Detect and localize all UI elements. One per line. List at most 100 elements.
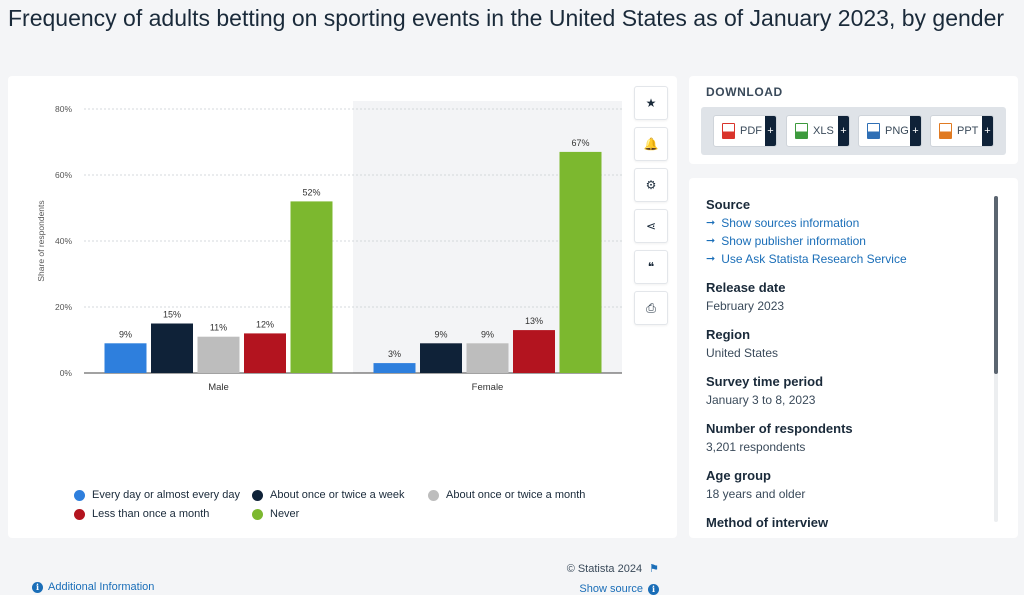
bell-button[interactable]: 🔔 bbox=[634, 127, 668, 161]
show-publisher-link[interactable]: ➞ Show publisher information bbox=[706, 232, 996, 250]
info-panel: Source ➞ Show sources information ➞ Show p… bbox=[689, 178, 1018, 538]
bar bbox=[559, 151, 602, 373]
download-format-label: XLS bbox=[813, 125, 834, 137]
plus-icon: + bbox=[910, 116, 921, 146]
link-label: Show sources information bbox=[721, 216, 860, 230]
statista-credit: © Statista 2024 ⚑ bbox=[567, 562, 659, 575]
data-label: 52% bbox=[302, 187, 320, 197]
region-value: United States bbox=[706, 346, 779, 360]
plus-icon: + bbox=[838, 116, 849, 146]
info-icon: i bbox=[648, 583, 659, 595]
show-source-label: Show source bbox=[579, 583, 643, 595]
additional-information-link[interactable]: i Additional Information bbox=[32, 581, 154, 593]
flag-icon[interactable]: ⚑ bbox=[649, 563, 659, 575]
info-icon: i bbox=[32, 581, 43, 593]
y-tick-label: 60% bbox=[55, 170, 72, 180]
respondents-label: Number of respondents bbox=[706, 421, 853, 436]
arrow-right-icon: ➞ bbox=[706, 253, 716, 265]
data-label: 13% bbox=[525, 316, 543, 326]
page-title: Frequency of adults betting on sporting … bbox=[8, 5, 1005, 31]
legend-item[interactable]: Never bbox=[252, 508, 299, 520]
credit-text: © Statista 2024 bbox=[566, 563, 643, 575]
ask-statista-link[interactable]: ➞ Use Ask Statista Research Service bbox=[706, 250, 996, 268]
print-button[interactable]: ⎙ bbox=[634, 291, 668, 325]
y-tick-label: 20% bbox=[55, 302, 72, 312]
chart-toolbar: ★ 🔔 ⚙ ⋖ ❝ ⎙ bbox=[634, 86, 668, 332]
legend-marker-icon bbox=[74, 489, 85, 501]
pdf-file-icon bbox=[722, 123, 735, 139]
show-source-link[interactable]: Show source i bbox=[579, 583, 659, 595]
legend-marker-icon bbox=[252, 508, 263, 520]
legend-label: Less than once a month bbox=[92, 508, 210, 520]
data-label: 9% bbox=[434, 329, 447, 339]
link-label: Show publisher information bbox=[721, 234, 866, 248]
respondents-value: 3,201 respondents bbox=[706, 440, 806, 454]
download-format-label: PNG bbox=[885, 125, 909, 137]
legend-label: Never bbox=[270, 508, 300, 520]
download-format-label: PDF bbox=[740, 125, 762, 137]
additional-information-label: Additional Information bbox=[48, 581, 155, 593]
data-label: 3% bbox=[388, 349, 401, 359]
png-file-icon bbox=[867, 123, 880, 139]
data-label: 15% bbox=[163, 310, 181, 320]
download-pdf-button[interactable]: PDF + bbox=[713, 115, 777, 147]
download-panel: DOWNLOAD PDF + XLS + PNG + PPT + bbox=[689, 76, 1018, 164]
xls-file-icon bbox=[795, 123, 808, 139]
plus-icon: + bbox=[982, 116, 993, 146]
bar bbox=[244, 333, 286, 373]
legend-label: About once or twice a month bbox=[446, 489, 586, 501]
download-png-button[interactable]: PNG + bbox=[858, 115, 922, 147]
source-label: Source bbox=[706, 197, 751, 212]
data-label: 11% bbox=[210, 323, 227, 333]
data-label: 9% bbox=[119, 329, 132, 339]
quote-icon: ❝ bbox=[647, 260, 655, 274]
x-tick-label: Male bbox=[208, 382, 229, 393]
data-label: 12% bbox=[256, 319, 274, 329]
show-sources-link[interactable]: ➞ Show sources information bbox=[706, 214, 996, 232]
share-icon: ⋖ bbox=[645, 219, 657, 233]
legend-marker-icon bbox=[252, 489, 263, 501]
gear-button[interactable]: ⚙ bbox=[634, 168, 668, 202]
bar bbox=[466, 343, 509, 373]
legend-item[interactable]: Less than once a month bbox=[74, 508, 209, 520]
legend-item[interactable]: About once or twice a month bbox=[428, 489, 585, 501]
chart-card: 0% 20% 40% 60% 80% Share of respondents 9% 15% 1… bbox=[8, 76, 677, 595]
legend-label: About once or twice a week bbox=[270, 489, 405, 501]
data-label: 67% bbox=[571, 138, 589, 148]
bell-icon: 🔔 bbox=[643, 137, 659, 151]
legend-item[interactable]: Every day or almost every day bbox=[74, 489, 240, 501]
survey-period-label: Survey time period bbox=[706, 374, 824, 389]
bar bbox=[513, 330, 555, 373]
quote-button[interactable]: ❝ bbox=[634, 250, 668, 284]
share-button[interactable]: ⋖ bbox=[634, 209, 668, 243]
x-tick-label: Female bbox=[472, 382, 504, 393]
download-xls-button[interactable]: XLS + bbox=[786, 115, 850, 147]
data-label: 9% bbox=[481, 329, 494, 339]
link-label: Use Ask Statista Research Service bbox=[721, 252, 907, 266]
y-tick-label: 40% bbox=[55, 236, 72, 246]
arrow-right-icon: ➞ bbox=[706, 235, 716, 247]
download-title: DOWNLOAD bbox=[706, 85, 783, 99]
legend-label: Every day or almost every day bbox=[92, 489, 240, 501]
legend-item[interactable]: About once or twice a week bbox=[252, 489, 405, 501]
age-group-value: 18 years and older bbox=[706, 487, 806, 501]
download-ppt-button[interactable]: PPT + bbox=[930, 115, 994, 147]
ppt-file-icon bbox=[939, 123, 952, 139]
method-label: Method of interview bbox=[706, 515, 829, 530]
star-icon: ★ bbox=[645, 96, 657, 110]
download-format-label: PPT bbox=[957, 125, 979, 137]
release-date-value: February 2023 bbox=[706, 299, 785, 313]
age-group-label: Age group bbox=[706, 468, 771, 483]
bar bbox=[197, 336, 240, 373]
arrow-right-icon: ➞ bbox=[706, 217, 716, 229]
scrollbar-thumb[interactable] bbox=[994, 196, 998, 374]
plus-icon: + bbox=[765, 116, 776, 146]
bar bbox=[420, 343, 462, 373]
y-tick-label: 80% bbox=[55, 104, 72, 114]
bar bbox=[104, 343, 147, 373]
legend-marker-icon bbox=[74, 508, 85, 520]
y-axis-label: Share of respondents bbox=[36, 200, 46, 281]
bar-chart: 0% 20% 40% 60% 80% Share of respondents 9% 15% 1… bbox=[36, 101, 622, 393]
star-button[interactable]: ★ bbox=[634, 86, 668, 120]
y-tick-label: 0% bbox=[60, 368, 73, 378]
